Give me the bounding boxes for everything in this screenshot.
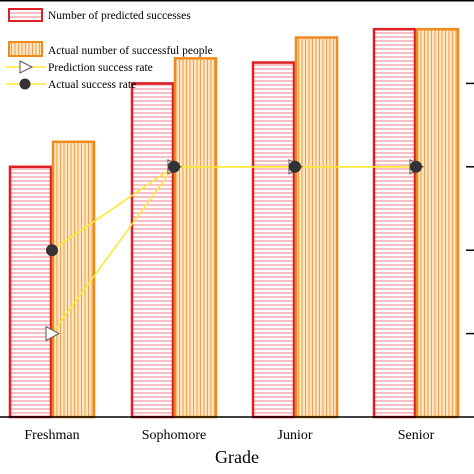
bar-predicted-sophomore — [130, 82, 175, 419]
bar-actual-junior — [294, 36, 339, 419]
circle-marker-icon — [19, 78, 31, 90]
bar-actual-freshman — [51, 140, 96, 419]
bar-predicted-senior — [372, 27, 417, 419]
bar-predicted-freshman — [8, 165, 53, 419]
actual-rate-point — [46, 244, 58, 257]
legend-label: Number of predicted successes — [48, 10, 191, 22]
bar-predicted-junior — [251, 61, 296, 419]
legend-swatch-predicted-successes — [8, 8, 43, 22]
legend-label: Actual number of successful people — [48, 45, 213, 57]
actual-rate-point — [410, 160, 422, 173]
rate-line-prediction — [51, 166, 416, 335]
rate-lines-layer — [45, 158, 425, 342]
x-tick-label: Junior — [278, 428, 313, 443]
legend-label: Prediction success rate — [48, 62, 153, 74]
legend-label: Actual success rate — [48, 79, 136, 91]
x-tick-label: Freshman — [24, 428, 79, 443]
x-tick-label: Sophomore — [142, 428, 207, 443]
x-axis-title: Grade — [215, 447, 259, 467]
legend-swatch-actual-successful-people — [8, 41, 43, 57]
legend: Number of predicted successes Actual num… — [6, 8, 213, 91]
plot-frame — [0, 0, 474, 418]
triangle-marker-icon — [19, 60, 34, 74]
prediction-rate-point — [45, 325, 61, 342]
x-tick-labels: Freshman Sophomore Junior Senior — [24, 428, 434, 443]
bars-layer — [8, 27, 460, 419]
bar-actual-senior — [415, 27, 460, 419]
actual-rate-point — [289, 160, 301, 173]
rate-line-actual — [51, 166, 416, 251]
right-axis — [466, 82, 474, 335]
bar-actual-sophomore — [173, 57, 218, 419]
actual-rate-point — [168, 160, 180, 173]
x-tick-label: Senior — [398, 428, 435, 443]
